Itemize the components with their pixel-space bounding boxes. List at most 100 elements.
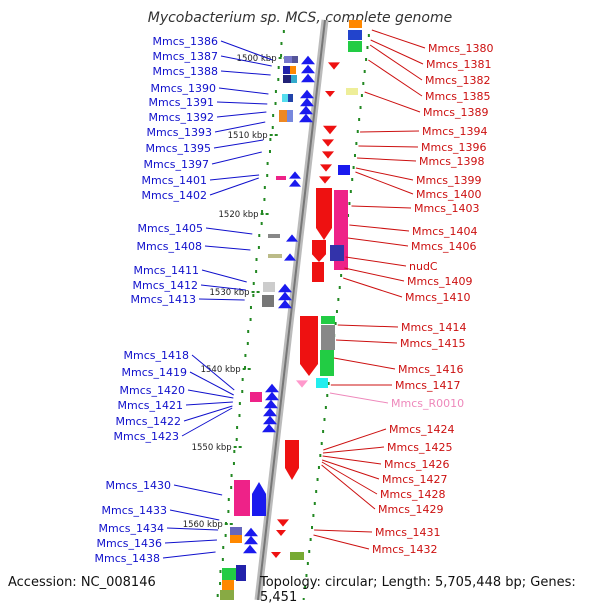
gene-label-left[interactable]: Mmcs_1387 bbox=[153, 50, 218, 63]
gene-label-right[interactable]: Mmcs_1385 bbox=[425, 90, 490, 103]
tick-mark bbox=[263, 186, 266, 189]
gene-arrow bbox=[322, 151, 334, 159]
gene-label-right[interactable]: Mmcs_1417 bbox=[395, 379, 460, 392]
gene-label-right[interactable]: Mmcs_R0010 bbox=[391, 397, 464, 410]
gene-label-left[interactable]: Mmcs_1408 bbox=[137, 240, 202, 253]
gene-arrow bbox=[312, 240, 326, 262]
gene-label-right[interactable]: Mmcs_1398 bbox=[419, 155, 484, 168]
gene-label-left[interactable]: Mmcs_1401 bbox=[142, 174, 207, 187]
gene-label-left[interactable]: Mmcs_1436 bbox=[97, 537, 162, 550]
gene-label-right[interactable]: Mmcs_1406 bbox=[411, 240, 476, 253]
gene-label-right[interactable]: Mmcs_1409 bbox=[407, 275, 472, 288]
gene-label-right[interactable]: Mmcs_1399 bbox=[416, 174, 481, 187]
gene-label-left[interactable]: Mmcs_1411 bbox=[134, 264, 199, 277]
gene-label-right[interactable]: Mmcs_1404 bbox=[412, 225, 477, 238]
gene-label-right[interactable]: Mmcs_1382 bbox=[425, 74, 490, 87]
tick-mark bbox=[257, 246, 260, 249]
gene-label-left[interactable]: Mmcs_1438 bbox=[95, 552, 160, 565]
gene-label-right[interactable]: Mmcs_1431 bbox=[375, 526, 440, 539]
gene-label-left[interactable]: Mmcs_1418 bbox=[124, 349, 189, 362]
gene-label-left[interactable]: Mmcs_1402 bbox=[142, 189, 207, 202]
gene-label-right[interactable]: Mmcs_1428 bbox=[380, 488, 445, 501]
leader-line bbox=[358, 145, 419, 148]
gene-label-right[interactable]: Mmcs_1429 bbox=[378, 503, 443, 516]
gene-label-left[interactable]: Mmcs_1433 bbox=[102, 504, 167, 517]
gene-label-right[interactable]: Mmcs_1403 bbox=[414, 202, 479, 215]
leader-line bbox=[364, 91, 421, 113]
gene-label-left[interactable]: Mmcs_1423 bbox=[114, 430, 179, 443]
gene-arrow bbox=[284, 253, 296, 261]
gene-arrow bbox=[265, 383, 279, 393]
gene-label-left[interactable]: Mmcs_1419 bbox=[122, 366, 187, 379]
gene-label-left[interactable]: Mmcs_1434 bbox=[99, 522, 164, 535]
leader-line bbox=[169, 509, 220, 521]
tick-mark bbox=[359, 106, 362, 109]
gene-arrow bbox=[277, 519, 289, 527]
leader-line bbox=[183, 405, 233, 422]
leader-line bbox=[337, 324, 399, 328]
leader-line bbox=[220, 40, 273, 61]
gene-arrow bbox=[319, 176, 331, 184]
gene-label-left[interactable]: Mmcs_1422 bbox=[116, 415, 181, 428]
tick-mark bbox=[235, 438, 238, 441]
gene-label-right[interactable]: Mmcs_1432 bbox=[372, 543, 437, 556]
tick-mark bbox=[241, 390, 244, 393]
gene-block bbox=[230, 527, 242, 535]
gene-arrow bbox=[244, 535, 258, 545]
gene-label-right[interactable]: Mmcs_1414 bbox=[401, 321, 466, 334]
gene-label-left[interactable]: Mmcs_1386 bbox=[153, 35, 218, 48]
tick-mark bbox=[244, 366, 247, 369]
tick-mark bbox=[271, 126, 274, 129]
gene-label-left[interactable]: Mmcs_1405 bbox=[138, 222, 203, 235]
gene-label-left[interactable]: Mmcs_1392 bbox=[149, 111, 214, 124]
leader-line bbox=[200, 284, 246, 291]
gene-label-left[interactable]: Mmcs_1413 bbox=[131, 293, 196, 306]
leader-line bbox=[181, 407, 233, 437]
gene-label-right[interactable]: Mmcs_1396 bbox=[421, 141, 486, 154]
tick-mark bbox=[356, 130, 359, 133]
tick-mark bbox=[304, 586, 307, 589]
gene-arrow bbox=[244, 527, 258, 537]
gene-label-right[interactable]: Mmcs_1410 bbox=[405, 291, 470, 304]
gene-label-left[interactable]: Mmcs_1393 bbox=[147, 126, 212, 139]
tick-mark bbox=[351, 178, 354, 181]
leader-line bbox=[321, 464, 376, 510]
tick-mark bbox=[227, 510, 230, 513]
gene-block bbox=[348, 30, 362, 40]
gene-block bbox=[348, 41, 362, 52]
gene-label-left[interactable]: Mmcs_1420 bbox=[120, 384, 185, 397]
gene-label-right[interactable]: nudC bbox=[409, 260, 438, 273]
leader-line bbox=[216, 101, 268, 105]
gene-label-left[interactable]: Mmcs_1397 bbox=[144, 158, 209, 171]
gene-label-left[interactable]: Mmcs_1430 bbox=[106, 479, 171, 492]
tick-mark bbox=[340, 274, 343, 277]
leader-line bbox=[322, 459, 380, 480]
gene-label-right[interactable]: Mmcs_1424 bbox=[389, 423, 454, 436]
tick-mark bbox=[280, 42, 283, 45]
gene-label-left[interactable]: Mmcs_1412 bbox=[133, 279, 198, 292]
gene-arrow bbox=[265, 391, 279, 401]
tick-mark bbox=[365, 58, 368, 61]
gene-label-right[interactable]: Mmcs_1400 bbox=[416, 188, 481, 201]
tick-mark bbox=[230, 474, 233, 477]
gene-arrow bbox=[328, 62, 340, 70]
gene-label-left[interactable]: Mmcs_1388 bbox=[153, 65, 218, 78]
leader-line bbox=[191, 354, 235, 391]
gene-label-right[interactable]: Mmcs_1381 bbox=[426, 58, 491, 71]
gene-block bbox=[338, 165, 350, 175]
gene-label-left[interactable]: Mmcs_1395 bbox=[146, 142, 211, 155]
right-leader-lines bbox=[313, 29, 426, 550]
gene-label-left[interactable]: Mmcs_1390 bbox=[151, 82, 216, 95]
gene-label-right[interactable]: Mmcs_1389 bbox=[423, 106, 488, 119]
gene-label-right[interactable]: Mmcs_1415 bbox=[400, 337, 465, 350]
gene-label-right[interactable]: Mmcs_1416 bbox=[398, 363, 463, 376]
gene-label-left[interactable]: Mmcs_1421 bbox=[118, 399, 183, 412]
gene-label-right[interactable]: Mmcs_1425 bbox=[387, 441, 452, 454]
gene-label-right[interactable]: Mmcs_1380 bbox=[428, 42, 493, 55]
gene-label-right[interactable]: Mmcs_1426 bbox=[384, 458, 449, 471]
gene-label-right[interactable]: Mmcs_1427 bbox=[382, 473, 447, 486]
gene-label-right[interactable]: Mmcs_1394 bbox=[422, 125, 487, 138]
gene-label-left[interactable]: Mmcs_1391 bbox=[149, 96, 214, 109]
tick-mark bbox=[224, 534, 227, 537]
